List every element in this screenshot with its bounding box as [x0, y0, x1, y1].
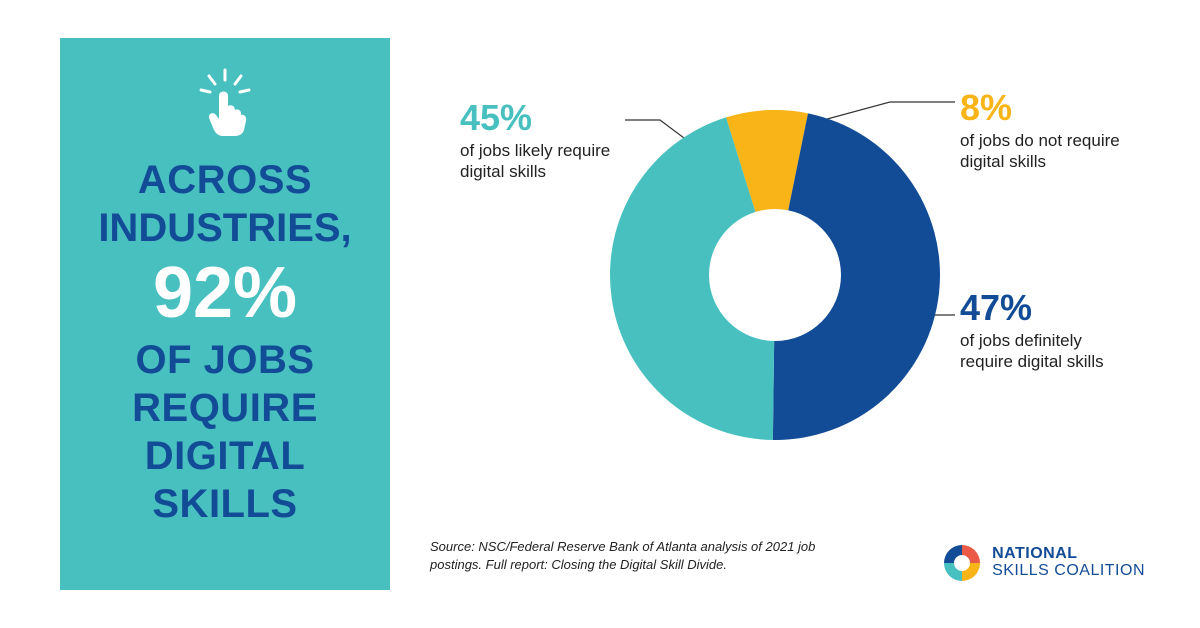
- headline-line-6: DIGITAL: [85, 432, 365, 480]
- headline-line-2: INDUSTRIES,: [85, 204, 365, 252]
- org-logo-line-2: SKILLS COALITION: [992, 563, 1145, 580]
- callout-no-digital: 8% of jobs do not require digital skills: [960, 90, 1135, 173]
- callout-no-digital-pct: 8%: [960, 90, 1135, 126]
- callout-likely: 45% of jobs likely require digital skill…: [460, 100, 630, 183]
- headline-line-7: SKILLS: [85, 480, 365, 528]
- headline-line-1: ACROSS: [85, 156, 365, 204]
- donut-hole: [709, 209, 841, 341]
- donut-chart-area: 45% of jobs likely require digital skill…: [430, 40, 1150, 520]
- org-logo-text: NATIONAL SKILLS COALITION: [992, 546, 1145, 580]
- left-panel: ACROSS INDUSTRIES, 92% OF JOBS REQUIRE D…: [60, 38, 390, 590]
- hand-click-icon: [195, 68, 255, 138]
- headline-text: ACROSS INDUSTRIES, 92% OF JOBS REQUIRE D…: [85, 156, 365, 528]
- source-citation: Source: NSC/Federal Reserve Bank of Atla…: [430, 538, 830, 573]
- headline-line-5: REQUIRE: [85, 384, 365, 432]
- donut-chart: [610, 110, 940, 440]
- callout-likely-desc: of jobs likely require digital skills: [460, 140, 630, 183]
- callout-no-digital-desc: of jobs do not require digital skills: [960, 130, 1135, 173]
- org-logo: NATIONAL SKILLS COALITION: [942, 543, 1145, 583]
- callout-definitely-pct: 47%: [960, 290, 1135, 326]
- callout-likely-pct: 45%: [460, 100, 630, 136]
- headline-big-stat: 92%: [85, 256, 365, 332]
- headline-line-4: OF JOBS: [85, 336, 365, 384]
- org-logo-line-1: NATIONAL: [992, 546, 1145, 563]
- callout-definitely-desc: of jobs definitely require digital skill…: [960, 330, 1135, 373]
- org-logo-mark: [942, 543, 982, 583]
- callout-definitely: 47% of jobs definitely require digital s…: [960, 290, 1135, 373]
